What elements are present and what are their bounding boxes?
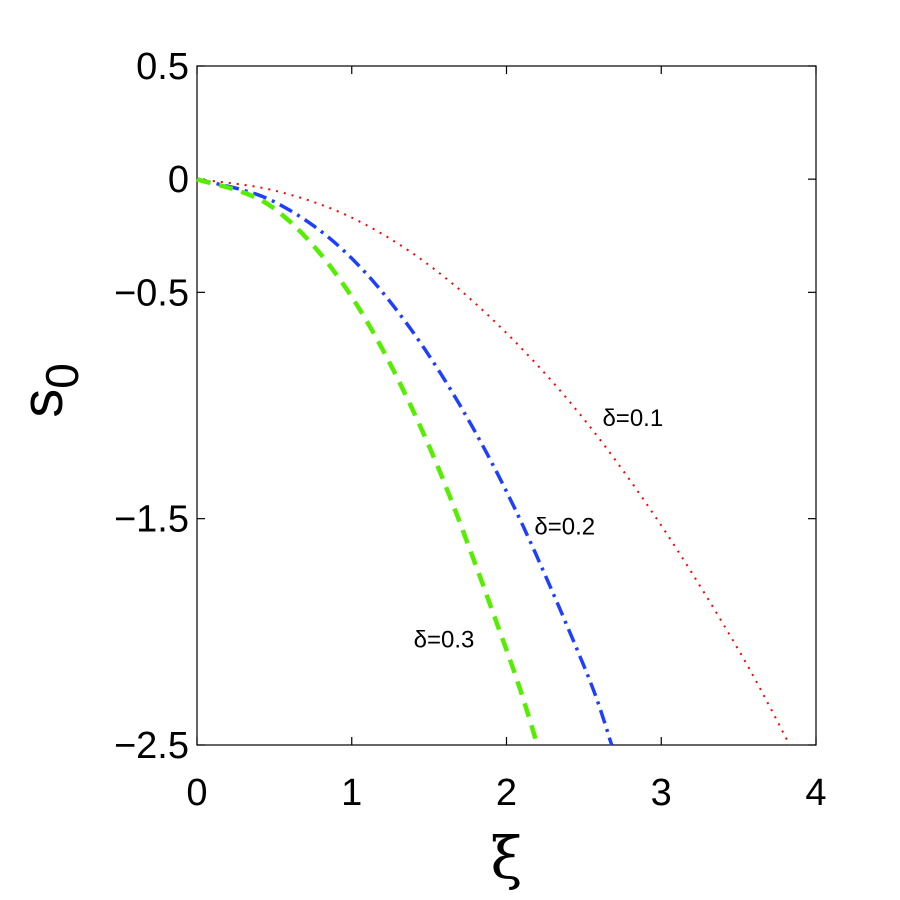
- series-line-2: [196, 177, 614, 746]
- series-annotation-3: δ=0.3: [414, 627, 475, 654]
- x-tick-label: 0: [186, 772, 207, 814]
- series-lines-group: [196, 177, 791, 746]
- x-tick-label: 3: [651, 772, 672, 814]
- ticks-group: [196, 65, 817, 746]
- series-line-1: [196, 178, 791, 746]
- x-axis-label: ξ: [491, 824, 523, 892]
- series-annotation-2: δ=0.2: [534, 514, 595, 541]
- y-tick-label: −2.5: [114, 725, 189, 767]
- x-tick-label: 2: [496, 772, 517, 814]
- y-tick-label: 0.5: [136, 46, 189, 88]
- x-tick-label: 1: [341, 772, 362, 814]
- y-tick-label: −1.5: [114, 499, 189, 541]
- x-tick-label: 4: [805, 772, 826, 814]
- annotations-group: δ=0.1 δ=0.2 δ=0.3: [414, 405, 664, 654]
- y-axis-label: s0: [10, 363, 88, 418]
- y-axis-label-subscript: 0: [36, 363, 88, 389]
- tick-labels-group: 0 1 2 3 4 0.5 0 −0.5 −1.5 −2.5: [114, 46, 827, 814]
- series-annotation-1: δ=0.1: [602, 405, 663, 432]
- y-tick-label: −0.5: [114, 272, 189, 314]
- y-axis-label-main: s: [10, 389, 75, 418]
- y-tick-label: 0: [168, 159, 189, 201]
- series-line-3: [196, 177, 540, 746]
- axes-box: [196, 65, 817, 746]
